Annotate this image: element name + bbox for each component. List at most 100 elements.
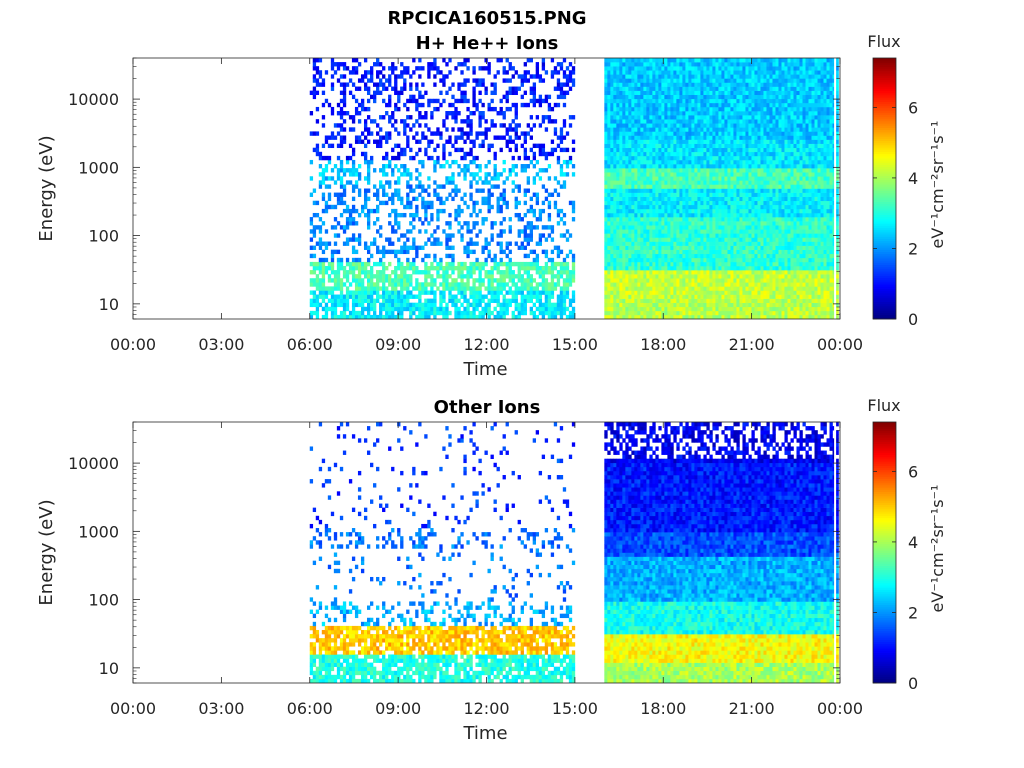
colorbar-segment <box>873 539 896 543</box>
x-tick-label: 09:00 <box>375 335 421 354</box>
colorbar-segment <box>873 441 896 445</box>
colorbar-segment <box>873 136 896 139</box>
colorbar-segment <box>873 64 896 68</box>
colorbar-segment <box>873 258 896 261</box>
colorbar-segment <box>873 212 896 215</box>
colorbar-segment <box>873 545 896 549</box>
colorbar-segment <box>873 648 896 651</box>
colorbar-segment <box>873 199 896 202</box>
colorbar-segment <box>873 197 896 200</box>
colorbar-segment <box>873 445 896 449</box>
colorbar-segment <box>873 75 896 78</box>
colorbar-segment <box>873 652 896 656</box>
colorbar-segment <box>873 175 896 179</box>
colorbar-segment <box>873 92 896 96</box>
colorbar-segment <box>873 94 896 98</box>
colorbar-segment <box>873 554 896 558</box>
colorbar-segment <box>873 589 896 593</box>
colorbar-segment <box>873 255 896 259</box>
colorbar-segment <box>873 279 896 283</box>
colorbar-segment <box>873 569 896 573</box>
colorbar-segment <box>873 574 896 577</box>
figure-title: RPCICA160515.PNG <box>387 8 586 29</box>
colorbar-segment <box>873 556 896 560</box>
colorbar-segment <box>873 482 896 486</box>
colorbar-segment <box>873 308 896 311</box>
colorbar-tick-label: 6 <box>908 462 918 481</box>
colorbar-segment <box>873 474 896 477</box>
colorbar-segment <box>873 266 896 270</box>
colorbar-segment <box>873 472 896 475</box>
colorbar-segment <box>873 667 896 671</box>
colorbar-segment <box>873 223 896 226</box>
panel-1: 00:00 03:00 06:00 09:00 12:00 15:00 18:00 21:00… <box>36 32 947 380</box>
x-tick-label: 03:00 <box>198 699 244 718</box>
colorbar-segment <box>873 303 896 307</box>
colorbar-segment <box>873 301 896 305</box>
colorbar-label: eV⁻¹cm⁻²sr⁻¹s⁻¹ <box>928 121 947 249</box>
colorbar-segment <box>873 173 896 176</box>
colorbar-segment <box>873 245 896 248</box>
colorbar-segment <box>873 168 896 172</box>
colorbar-segment <box>873 632 896 636</box>
colorbar-segment <box>873 613 896 616</box>
y-tick-label: 100 <box>88 591 119 610</box>
colorbar-frame <box>872 421 897 684</box>
colorbar-segment <box>873 299 896 302</box>
colorbar-segment <box>873 604 896 608</box>
colorbar-segment <box>873 646 896 649</box>
colorbar-tick-label: 2 <box>908 603 918 622</box>
colorbar-segment <box>873 465 896 469</box>
colorbar-segment <box>873 432 896 436</box>
colorbar-segment <box>873 567 896 571</box>
colorbar-segment <box>873 68 896 72</box>
colorbar-segment <box>873 454 896 458</box>
colorbar-segment <box>873 297 896 300</box>
colorbar-segment <box>873 232 896 235</box>
colorbar-segment <box>873 112 896 115</box>
colorbar-segment <box>873 452 896 456</box>
colorbar-segment <box>873 101 896 105</box>
colorbar-segment <box>873 565 896 569</box>
colorbar-segment <box>873 672 896 675</box>
colorbar-segment <box>873 305 896 309</box>
colorbar-segment <box>873 430 896 434</box>
colorbar-segment <box>873 312 896 316</box>
colorbar-segment <box>873 437 896 440</box>
colorbar-segment <box>873 643 896 647</box>
colorbar-segment <box>873 426 896 429</box>
colorbar-segment <box>873 229 896 233</box>
colorbar-segment <box>873 271 896 274</box>
colorbar-segment <box>873 71 896 74</box>
colorbar-segment <box>873 659 896 662</box>
colorbar-segment <box>873 493 896 497</box>
colorbar-segment <box>873 275 896 279</box>
colorbar-frame <box>872 57 897 320</box>
colorbar-segment <box>873 208 896 211</box>
colorbar-segment <box>873 515 896 519</box>
colorbar-segment <box>873 60 896 63</box>
colorbar-segment <box>873 650 896 653</box>
colorbar-segment <box>873 227 896 231</box>
colorbar-segment <box>873 456 896 460</box>
colorbar-segment <box>873 268 896 272</box>
colorbar-segment <box>873 578 896 582</box>
colorbar-tick-label: 6 <box>908 98 918 117</box>
colorbar-segment <box>873 142 896 146</box>
colorbar-segment <box>873 147 896 150</box>
colorbar-segment <box>873 282 896 285</box>
colorbar-segment <box>873 240 896 244</box>
y-axis-label: Energy (eV) <box>36 499 57 605</box>
colorbar-segment <box>873 439 896 442</box>
colorbar-segment <box>873 550 896 553</box>
colorbar-segment <box>873 537 896 540</box>
colorbar-segment <box>873 580 896 584</box>
colorbar-tick-label: 4 <box>908 533 918 552</box>
colorbar-segment <box>873 487 896 490</box>
colorbar-segment <box>873 528 896 532</box>
colorbar-segment <box>873 495 896 499</box>
colorbar-segment <box>873 676 896 680</box>
x-tick-label: 12:00 <box>463 335 509 354</box>
colorbar-segment <box>873 181 896 185</box>
